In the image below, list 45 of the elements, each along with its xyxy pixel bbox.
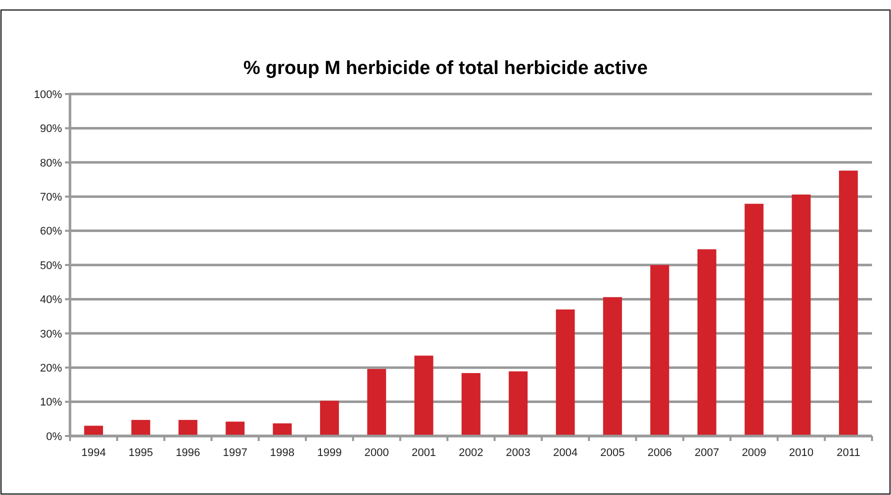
x-tick-label: 1999 — [317, 447, 342, 459]
x-tick-label: 2010 — [788, 447, 814, 459]
y-tick-label: 80% — [40, 157, 62, 170]
bar — [556, 309, 575, 436]
y-tick-label: 30% — [40, 328, 62, 340]
x-tick-label: 2002 — [458, 447, 484, 459]
bar — [131, 420, 150, 436]
x-tick-label: 2005 — [600, 447, 625, 459]
y-tick-label: 40% — [40, 294, 62, 306]
x-tick-label: 2006 — [647, 447, 672, 459]
bar — [838, 170, 858, 436]
y-tick-label: 90% — [40, 123, 62, 136]
y-tick-label: 50% — [40, 260, 62, 272]
chart-title: % group M herbicide of total herbicide active — [243, 58, 648, 79]
bar — [792, 194, 811, 436]
x-tick-label: 1995 — [128, 447, 154, 459]
bar — [226, 422, 245, 436]
bar — [650, 265, 670, 436]
bar — [744, 204, 764, 436]
bar — [84, 426, 104, 436]
bar — [367, 368, 386, 436]
x-tick-label: 1996 — [176, 447, 200, 459]
x-tick-label: 1998 — [270, 447, 295, 459]
x-tick-label: 2001 — [412, 447, 436, 459]
bar — [697, 249, 716, 436]
y-tick-label: 0% — [46, 430, 62, 443]
y-tick-label: 10% — [40, 396, 62, 409]
bar — [320, 400, 339, 436]
x-tick-label: 2009 — [742, 447, 766, 459]
bar — [603, 297, 622, 436]
bar — [414, 356, 434, 436]
bar — [178, 420, 198, 436]
y-tick-label: 20% — [40, 362, 62, 374]
x-tick-label: 2003 — [506, 447, 530, 459]
y-tick-label: 70% — [40, 191, 62, 204]
y-tick-label: 100% — [34, 88, 62, 101]
x-tick-label: 2004 — [553, 447, 578, 459]
x-tick-label: 2011 — [836, 447, 860, 459]
x-tick-label: 1994 — [81, 447, 106, 459]
x-tick-label: 2000 — [364, 447, 389, 459]
y-tick-label: 60% — [40, 226, 62, 238]
x-tick-label: 2007 — [694, 447, 720, 459]
x-tick-label: 1997 — [222, 447, 248, 459]
bar — [508, 371, 528, 436]
bar — [462, 373, 480, 436]
